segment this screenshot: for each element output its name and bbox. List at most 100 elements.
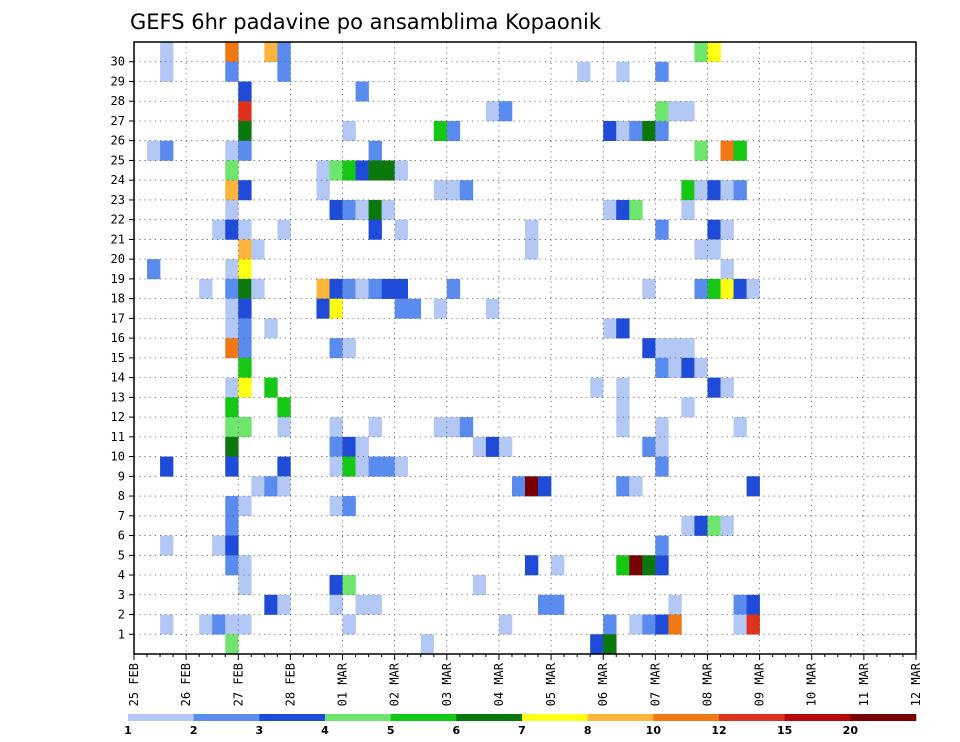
heatmap-cell [472, 436, 487, 457]
heatmap-cell [381, 456, 395, 477]
heatmap-cell [316, 160, 330, 181]
heatmap-cell [238, 239, 252, 260]
y-tick-label: 4 [118, 568, 125, 582]
heatmap-cell [277, 397, 291, 418]
heatmap-cell [603, 614, 617, 635]
heatmap-cell [264, 594, 278, 615]
heatmap-cell [655, 101, 669, 122]
heatmap-cell [277, 417, 291, 438]
heatmap-cell [368, 456, 382, 477]
heatmap-cell [446, 278, 461, 299]
heatmap-cell [225, 515, 239, 536]
y-tick-label: 1 [118, 627, 125, 641]
grid-lines [134, 42, 916, 654]
heatmap-cell [238, 278, 252, 299]
y-tick-label: 24 [111, 173, 125, 187]
heatmap-cell [238, 417, 252, 438]
heatmap-cell [525, 555, 539, 576]
heatmap-cell [694, 42, 708, 63]
x-tick-label: 03 MAR [440, 662, 454, 706]
heatmap-cell [238, 377, 252, 398]
heatmap-cell [225, 42, 239, 63]
heatmap-cell [642, 120, 656, 142]
heatmap-cell [342, 496, 356, 517]
heatmap-cell [160, 456, 174, 477]
heatmap-cell [707, 377, 721, 398]
colorbar-tick-label: 15 [777, 724, 792, 737]
heatmap-cell [238, 140, 252, 161]
heatmap-cell [368, 417, 382, 438]
heatmap-cell [681, 180, 695, 201]
heatmap-cell [238, 318, 252, 339]
heatmap-cell [525, 239, 539, 260]
heatmap-cell [433, 120, 448, 142]
heatmap-cell [368, 160, 382, 181]
heatmap-cell [603, 199, 617, 220]
x-tick-label: 12 MAR [909, 662, 923, 706]
heatmap-cell [433, 417, 448, 438]
x-tick-label: 27 FEB [231, 663, 245, 706]
y-tick-label: 14 [111, 371, 125, 385]
heatmap-cell [368, 594, 382, 615]
heatmap-cell [694, 278, 708, 299]
heatmap-cell [225, 456, 239, 477]
heatmap-cell [655, 535, 669, 556]
heatmap-cell [160, 61, 174, 82]
heatmap-cell [342, 278, 356, 299]
heatmap-cell [316, 298, 330, 319]
heatmap-cell [694, 140, 708, 161]
heatmap-cell [355, 160, 369, 181]
y-tick-label: 15 [111, 351, 125, 365]
y-tick-label: 23 [111, 193, 125, 207]
heatmap-cell [668, 357, 682, 378]
heatmap-cell [707, 239, 721, 260]
heatmap-cell [394, 160, 408, 181]
heatmap-cell [160, 42, 174, 63]
heatmap-cell [225, 180, 239, 201]
chart-title: GEFS 6hr padavine po ansamblima Kopaonik [130, 10, 602, 34]
y-tick-label: 12 [111, 410, 125, 424]
heatmap-cell [577, 61, 591, 82]
heatmap-cell [642, 436, 656, 457]
heatmap-cell [316, 278, 330, 299]
heatmap-cell [407, 298, 422, 319]
heatmap-cell [707, 219, 721, 240]
heatmap-cell [485, 436, 500, 457]
heatmap-cell [329, 496, 343, 517]
heatmap-cell [446, 180, 461, 201]
heatmap-cell [238, 357, 252, 378]
heatmap-cell [238, 555, 252, 576]
colorbar-swatch [784, 714, 851, 721]
heatmap-cell [655, 338, 669, 359]
heatmap-cell [746, 278, 760, 299]
heatmap-cell [681, 397, 695, 418]
heatmap-cells [147, 42, 760, 655]
heatmap-cell [720, 140, 734, 161]
heatmap-cell [629, 120, 643, 142]
heatmap-cell [733, 417, 747, 438]
colorbar-swatch [193, 714, 260, 721]
heatmap-cell [251, 476, 265, 497]
heatmap-cell [381, 278, 395, 299]
heatmap-cell [746, 594, 760, 615]
heatmap-cell [238, 614, 252, 635]
heatmap-cell [498, 101, 513, 122]
heatmap-cell [629, 555, 643, 576]
heatmap-cell [746, 614, 760, 635]
heatmap-cell [655, 417, 669, 438]
heatmap-cell [590, 634, 604, 655]
heatmap-cell [394, 219, 408, 240]
heatmap-cell [342, 199, 356, 220]
heatmap-cell [642, 338, 656, 359]
heatmap-cell [355, 278, 369, 299]
x-tick-label: 11 MAR [857, 662, 871, 706]
heatmap-cell [225, 417, 239, 438]
heatmap-cell [733, 594, 747, 615]
heatmap-cell [212, 219, 226, 240]
heatmap-cell [225, 634, 239, 655]
y-tick-label: 29 [111, 74, 125, 88]
heatmap-cell [368, 140, 382, 161]
heatmap-cell [160, 614, 174, 635]
heatmap-cell [316, 180, 330, 201]
heatmap-cell [160, 140, 174, 161]
